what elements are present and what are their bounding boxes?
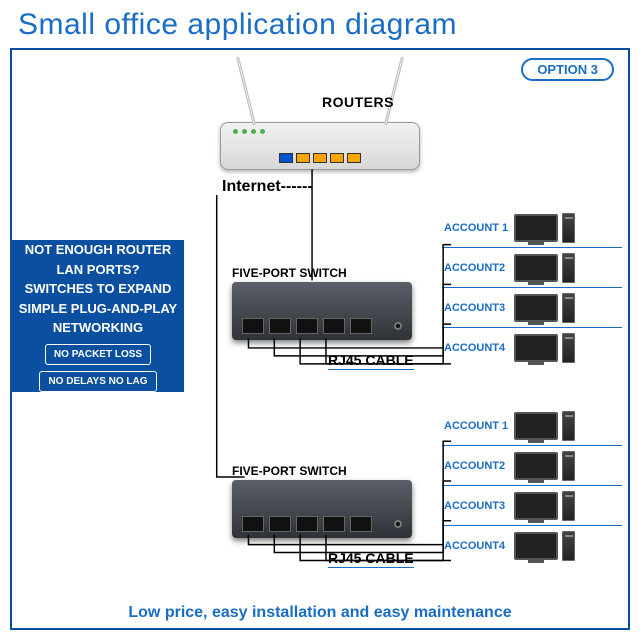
switch-port-icon [323, 516, 345, 532]
side-line: NETWORKING [12, 318, 184, 338]
pc-row: ACCOUNT4 [442, 526, 622, 566]
monitor-icon [514, 532, 558, 560]
switch-label: FIVE-PORT SWITCH [232, 266, 347, 280]
lan-port-icon [296, 153, 310, 163]
lan-port-icon [330, 153, 344, 163]
pc-row: ACCOUNT2 [442, 446, 622, 486]
switch-device [232, 282, 412, 340]
footer-text: Low price, easy installation and easy ma… [12, 604, 628, 622]
rj45-label: RJ45 CABLE [328, 352, 414, 370]
power-icon [394, 520, 402, 528]
side-pill: NO DELAYS NO LAG [39, 371, 156, 392]
pc-row: ACCOUNT 1 [442, 406, 622, 446]
pc-column: ACCOUNT 1 ACCOUNT2 ACCOUNT3 ACCOUNT4 [442, 208, 622, 368]
monitor-icon [514, 492, 558, 520]
switch-port-icon [323, 318, 345, 334]
side-panel: NOT ENOUGH ROUTER LAN PORTS? SWITCHES TO… [12, 240, 184, 392]
tower-icon [562, 491, 575, 521]
pc-row: ACCOUNT3 [442, 288, 622, 328]
tower-icon [562, 253, 575, 283]
switch-device [232, 480, 412, 538]
side-line: LAN PORTS? [12, 260, 184, 280]
router-device [220, 122, 420, 170]
switch-port-icon [269, 516, 291, 532]
account-label: ACCOUNT4 [442, 342, 514, 354]
account-label: ACCOUNT3 [442, 302, 514, 314]
switch-port-icon [296, 318, 318, 334]
monitor-icon [514, 412, 558, 440]
tower-icon [562, 411, 575, 441]
page-title: Small office application diagram [0, 0, 640, 48]
switch-port-icon [350, 516, 372, 532]
side-line: NOT ENOUGH ROUTER [12, 240, 184, 260]
tower-icon [562, 293, 575, 323]
switch-port-icon [296, 516, 318, 532]
pc-row: ACCOUNT3 [442, 486, 622, 526]
account-label: ACCOUNT3 [442, 500, 514, 512]
side-pill: NO PACKET LOSS [45, 344, 151, 365]
tower-icon [562, 451, 575, 481]
option-badge: OPTION 3 [521, 58, 614, 81]
pc-column: ACCOUNT 1 ACCOUNT2 ACCOUNT3 ACCOUNT4 [442, 406, 622, 566]
antenna-icon [236, 57, 256, 126]
monitor-icon [514, 452, 558, 480]
pc-row: ACCOUNT 1 [442, 208, 622, 248]
power-icon [394, 322, 402, 330]
account-label: ACCOUNT 1 [442, 420, 514, 432]
monitor-icon [514, 294, 558, 322]
side-line: SIMPLE PLUG-AND-PLAY [12, 299, 184, 319]
switch-port-icon [242, 516, 264, 532]
monitor-icon [514, 334, 558, 362]
pc-row: ACCOUNT2 [442, 248, 622, 288]
account-label: ACCOUNT4 [442, 540, 514, 552]
lan-port-icon [347, 153, 361, 163]
antenna-icon [384, 57, 404, 126]
account-label: ACCOUNT 1 [442, 222, 514, 234]
switch-port-icon [269, 318, 291, 334]
switch-port-icon [242, 318, 264, 334]
diagram-frame: OPTION 3 NOT ENOUGH ROUTER LAN PORTS? SW… [10, 48, 630, 630]
pc-row: ACCOUNT4 [442, 328, 622, 368]
tower-icon [562, 213, 575, 243]
internet-label: Internet------ [222, 178, 313, 196]
monitor-icon [514, 254, 558, 282]
rj45-label: RJ45 CABLE [328, 550, 414, 568]
account-label: ACCOUNT2 [442, 262, 514, 274]
lan-port-icon [313, 153, 327, 163]
wan-port-icon [279, 153, 293, 163]
tower-icon [562, 531, 575, 561]
account-label: ACCOUNT2 [442, 460, 514, 472]
switch-label: FIVE-PORT SWITCH [232, 464, 347, 478]
router-label: ROUTERS [322, 94, 394, 110]
side-line: SWITCHES TO EXPAND [12, 279, 184, 299]
monitor-icon [514, 214, 558, 242]
tower-icon [562, 333, 575, 363]
switch-port-icon [350, 318, 372, 334]
